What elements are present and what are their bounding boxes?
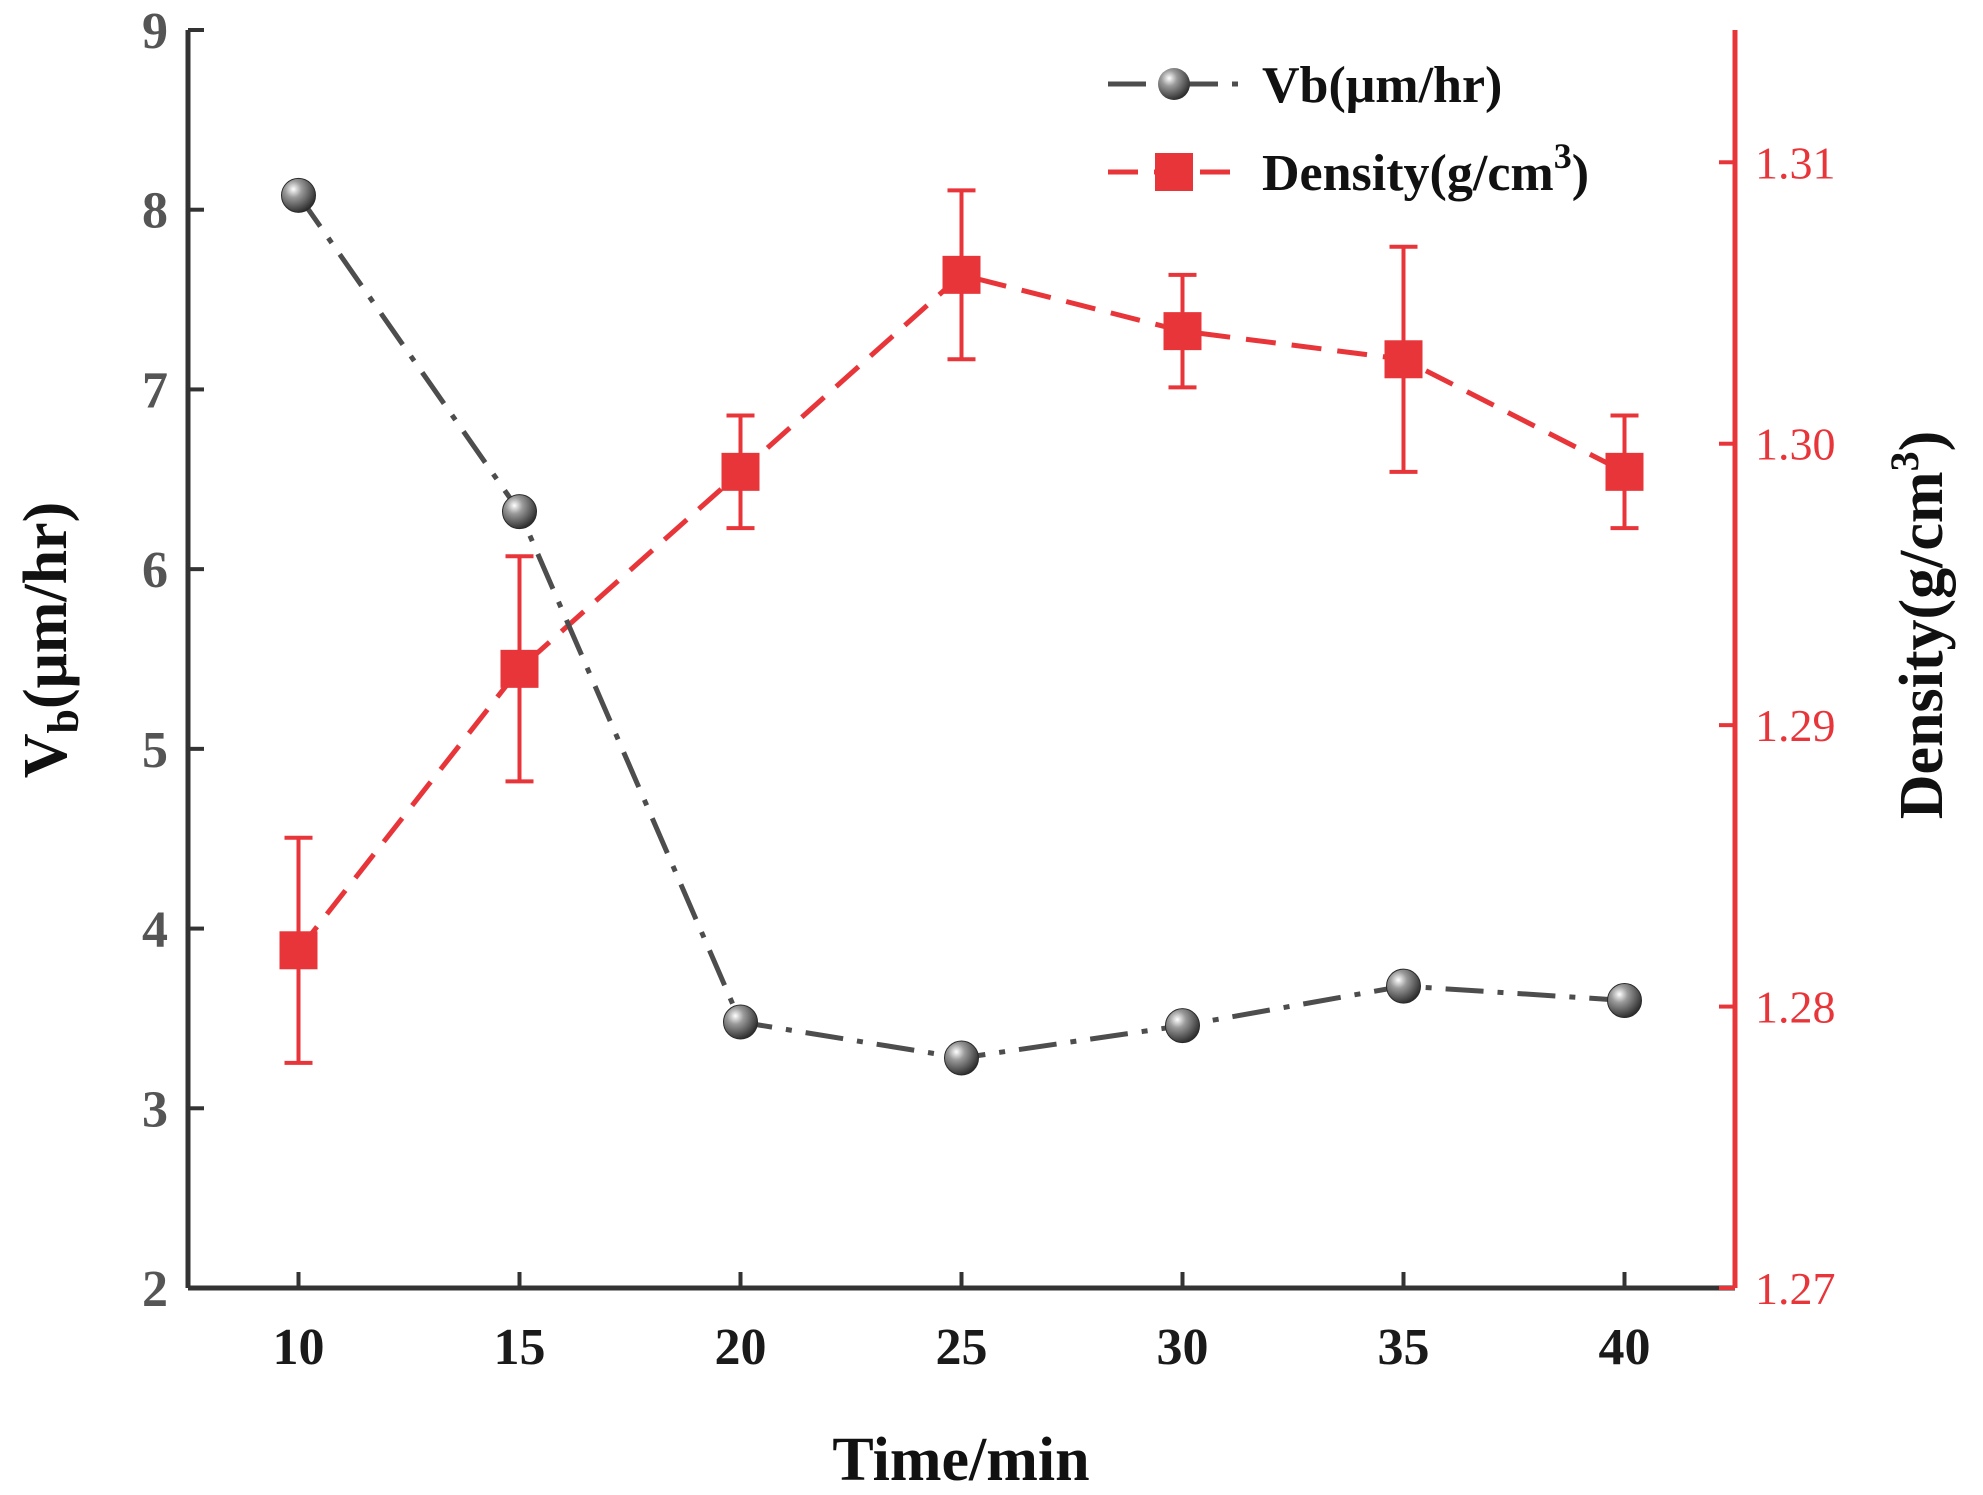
- density-point: [721, 452, 760, 491]
- density-point: [1163, 312, 1202, 351]
- series-layer: [279, 177, 1644, 1076]
- x-tick-label: 35: [1378, 1319, 1430, 1376]
- vb-point: [1165, 1008, 1200, 1044]
- right-axis-title: Density(g/cm3): [1882, 431, 1956, 819]
- legend-density-label-sup: 3: [1554, 136, 1572, 176]
- x-tick-label: 10: [273, 1319, 325, 1376]
- left-axis-title: Vb(μm/hr): [12, 502, 88, 779]
- left-axis-title-rest: (μm/hr): [12, 502, 80, 709]
- x-axis-title: Time/min: [832, 1426, 1089, 1494]
- left-tick-label: 2: [142, 1261, 168, 1318]
- ticks: 10 15 20 25 30 35 40 2 3 4 5 6 7 8 9 1.27 1.28 1.29 1.30 1.…: [142, 3, 1836, 1376]
- left-axis-title-main: V: [12, 733, 80, 778]
- legend-density-label: Density(g/cm3): [1262, 136, 1589, 202]
- left-tick-label: 7: [142, 362, 168, 419]
- legend-density-label-main: Density(g/cm: [1262, 145, 1554, 202]
- vb-point: [281, 177, 316, 213]
- density-point: [1384, 340, 1423, 379]
- right-tick-label: 1.27: [1755, 1263, 1836, 1314]
- x-tick-label: 40: [1599, 1319, 1651, 1376]
- right-axis-title-sup: 3: [1882, 451, 1927, 471]
- left-tick-label: 3: [142, 1081, 168, 1138]
- x-tick-label: 20: [715, 1319, 767, 1376]
- x-tick-label: 15: [494, 1319, 546, 1376]
- left-tick-label: 8: [142, 183, 168, 240]
- right-tick-label: 1.31: [1755, 137, 1836, 188]
- legend-vb-marker: [1158, 68, 1190, 100]
- legend: Vb(μm/hr) Density(g/cm3): [1108, 57, 1589, 202]
- right-axis-title-main: Density(g/cm: [1888, 471, 1956, 819]
- density-point: [279, 931, 318, 970]
- legend-density-marker: [1155, 153, 1193, 191]
- legend-entry-density: Density(g/cm3): [1108, 136, 1589, 202]
- left-tick-label: 6: [142, 542, 168, 599]
- right-tick-label: 1.29: [1755, 700, 1836, 751]
- vb-point: [1386, 968, 1421, 1004]
- right-tick-label: 1.28: [1755, 982, 1836, 1033]
- left-tick-label: 4: [142, 902, 168, 959]
- x-tick-label: 25: [936, 1319, 988, 1376]
- legend-vb-label: Vb(μm/hr): [1262, 57, 1502, 114]
- x-tick-label: 30: [1157, 1319, 1209, 1376]
- density-point: [1605, 452, 1644, 491]
- right-axis-title-rest: ): [1888, 431, 1956, 452]
- vb-point: [502, 494, 537, 530]
- density-point: [500, 649, 539, 688]
- left-axis-title-sub: b: [39, 709, 88, 733]
- left-tick-label: 9: [142, 3, 168, 60]
- density-point: [942, 255, 981, 294]
- left-tick-label: 5: [142, 722, 168, 779]
- density-series-line: [296, 272, 1626, 952]
- vb-point: [944, 1040, 979, 1076]
- legend-density-label-rest: ): [1572, 145, 1589, 202]
- right-tick-label: 1.30: [1755, 419, 1836, 470]
- legend-entry-vb: Vb(μm/hr): [1108, 57, 1502, 114]
- vb-point: [723, 1004, 758, 1040]
- vb-point: [1607, 982, 1642, 1018]
